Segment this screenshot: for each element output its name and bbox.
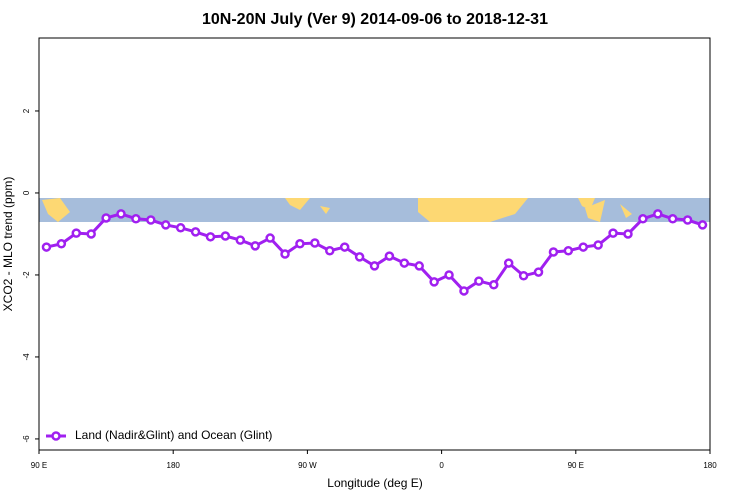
data-point xyxy=(339,242,350,252)
data-point xyxy=(399,258,410,268)
data-point xyxy=(325,246,335,256)
data-point xyxy=(578,242,589,252)
data-point xyxy=(653,209,663,219)
data-point xyxy=(548,247,559,257)
data-point xyxy=(265,233,275,243)
data-point xyxy=(220,231,231,241)
x-tick-label: 90 E xyxy=(568,461,584,470)
data-point xyxy=(295,239,305,249)
data-point xyxy=(71,228,82,238)
y-tick-label: 2 xyxy=(22,108,31,113)
data-point xyxy=(518,271,529,281)
data-point xyxy=(250,241,260,251)
y-tick-label: 0 xyxy=(22,190,31,195)
y-axis-label: XCO2 - MLO trend (ppm) xyxy=(1,177,15,312)
data-point xyxy=(146,215,156,225)
data-point xyxy=(175,223,186,233)
chart-title: 10N-20N July (Ver 9) 2014-09-06 to 2018-… xyxy=(202,11,548,28)
x-axis-label: Longitude (deg E) xyxy=(327,476,422,490)
data-point xyxy=(489,280,499,290)
data-point xyxy=(101,213,111,223)
data-point xyxy=(667,214,678,224)
legend-label: Land (Nadir&Glint) and Ocean (Glint) xyxy=(75,428,272,442)
data-point xyxy=(414,261,424,271)
x-tick-label: 90 W xyxy=(298,461,317,470)
x-tick-label: 0 xyxy=(439,461,444,470)
data-point xyxy=(384,251,395,261)
y-tick-label: -2 xyxy=(22,271,31,279)
data-point xyxy=(354,252,365,262)
data-point xyxy=(638,214,648,224)
data-point xyxy=(533,267,544,277)
data-point xyxy=(474,276,484,286)
data-point xyxy=(369,261,380,271)
data-point xyxy=(608,228,618,238)
data-point xyxy=(190,227,201,237)
y-tick-label: -4 xyxy=(22,353,31,361)
data-point xyxy=(503,258,514,268)
data-point xyxy=(56,239,67,249)
plot-frame xyxy=(38,37,711,451)
data-point xyxy=(429,277,439,287)
data-point xyxy=(280,249,290,259)
data-point xyxy=(160,220,171,230)
data-point xyxy=(310,238,320,248)
x-tick-label: 180 xyxy=(703,461,717,470)
data-point xyxy=(459,286,469,296)
legend-marker xyxy=(51,431,61,441)
series-line xyxy=(46,212,704,293)
data-point xyxy=(116,209,126,219)
y-tick-label: -6 xyxy=(22,435,31,443)
data-point xyxy=(682,215,693,225)
data-point xyxy=(131,214,141,224)
data-point xyxy=(563,246,574,256)
data-point xyxy=(593,240,603,250)
data-point xyxy=(697,220,708,230)
data-point xyxy=(205,232,216,242)
data-point xyxy=(41,242,52,252)
data-point xyxy=(235,235,246,245)
data-point xyxy=(444,270,454,280)
x-tick-label: 180 xyxy=(167,461,181,470)
x-tick-label: 90 E xyxy=(31,461,47,470)
data-point xyxy=(623,229,633,239)
data-point xyxy=(86,229,96,239)
